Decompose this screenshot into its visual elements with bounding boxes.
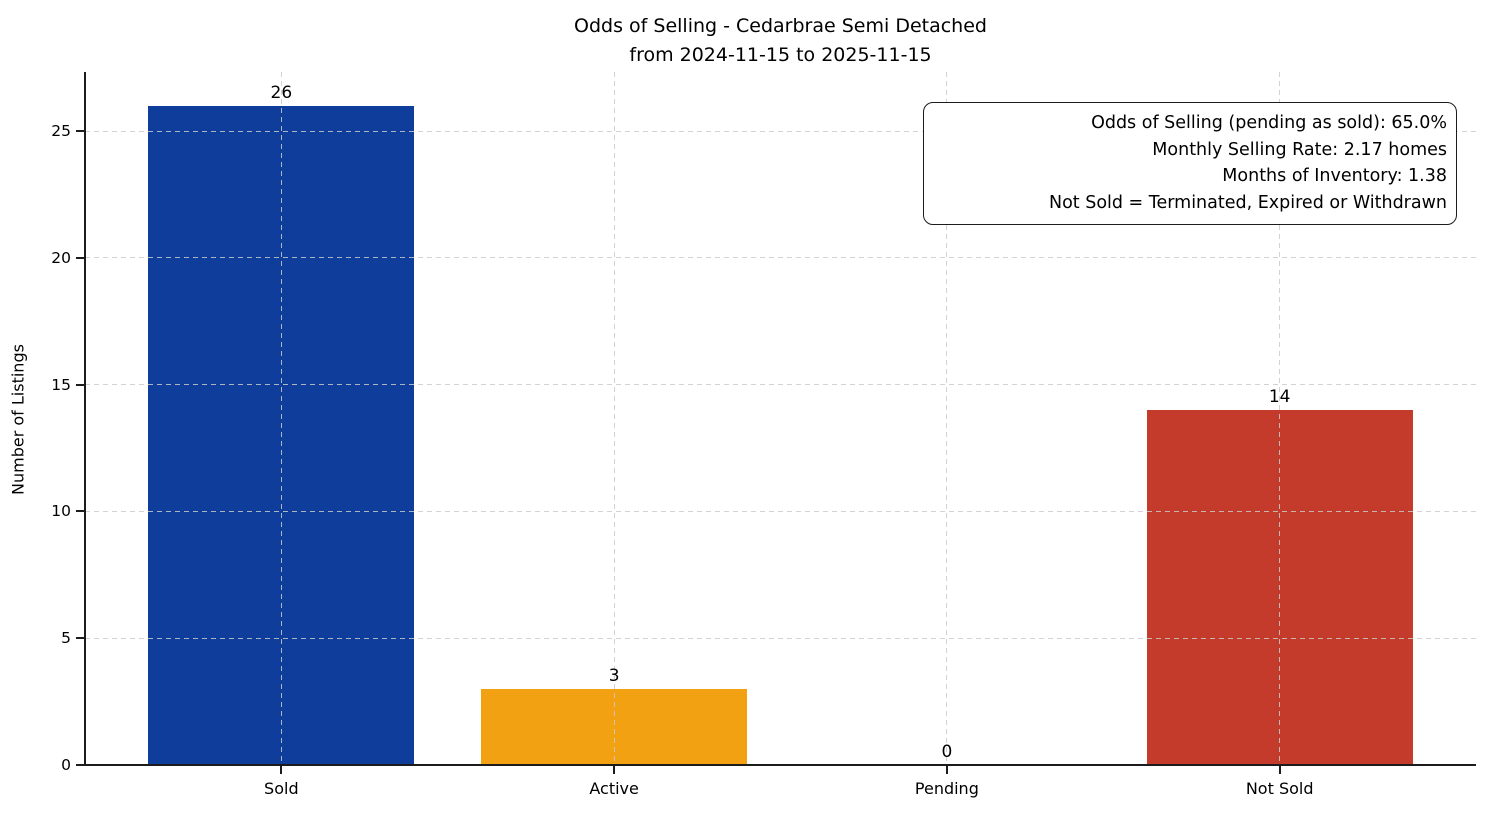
gridline-horizontal-10: [85, 510, 1476, 512]
x-tick-label-pending: Pending: [914, 779, 979, 798]
annotation-months-of-inventory: Months of Inventory: 1.38: [1222, 166, 1447, 186]
gridline-horizontal-25: [85, 130, 1476, 132]
gridline-vertical-not-sold: [1279, 72, 1281, 765]
y-axis-label: Number of Listings: [8, 344, 28, 495]
stats-annotation-box: Odds of Selling (pending as sold): 65.0%…: [923, 102, 1457, 225]
x-tick-mark-sold: [280, 766, 283, 774]
chart-title: Odds of Selling - Cedarbrae Semi Detache…: [85, 12, 1476, 70]
y-tick-label-20: 20: [51, 248, 71, 267]
y-ticks-layer: 0 5 10 15 20 25: [51, 72, 1476, 774]
gridline-vertical-sold: [280, 72, 282, 765]
x-tick-label-not-sold: Not Sold: [1245, 779, 1314, 798]
x-axis-line: [84, 764, 1476, 766]
x-tick-mark-not-sold: [1278, 766, 1281, 774]
bar-value-label-active: 3: [608, 665, 620, 686]
y-tick-mark-5: [76, 637, 84, 640]
gridline-horizontal-15: [85, 384, 1476, 386]
y-tick-label-10: 10: [51, 502, 71, 521]
annotation-not-sold-definition: Not Sold = Terminated, Expired or Withdr…: [1048, 192, 1447, 213]
y-tick-label-0: 0: [61, 756, 71, 774]
x-tick-label-active: Active: [589, 779, 639, 798]
y-tick-mark-20: [76, 256, 84, 259]
chart-title-line1: Odds of Selling - Cedarbrae Semi Detache…: [574, 15, 987, 37]
x-ticks-layer: Sold Active Pending Not Sold: [85, 72, 1476, 798]
y-tick-mark-25: [76, 130, 84, 133]
plot-area: 26 3 0 14 0 5 10 15 20 25 Sold Active Pending Not S…: [51, 72, 1476, 798]
gridline-vertical-pending: [946, 72, 948, 765]
y-tick-mark-0: [76, 764, 84, 766]
gridline-horizontal-20: [85, 257, 1476, 259]
x-tick-mark-active: [613, 766, 616, 774]
y-tick-mark-15: [76, 383, 84, 386]
grid-layer: [85, 72, 1476, 765]
bar-value-label-sold: 26: [270, 82, 293, 103]
y-tick-label-5: 5: [61, 629, 71, 648]
annotation-monthly-selling-rate: Monthly Selling Rate: 2.17 homes: [1152, 139, 1447, 160]
y-tick-label-25: 25: [51, 122, 71, 141]
bar-value-labels-layer: 26 3 0 14: [85, 72, 1476, 765]
x-tick-label-sold: Sold: [264, 779, 299, 798]
chart-title-line2: from 2024-11-15 to 2025-11-15: [629, 44, 932, 66]
gridline-vertical-active: [613, 72, 615, 765]
x-tick-mark-pending: [945, 766, 948, 774]
y-tick-mark-10: [76, 510, 84, 513]
y-axis-line: [84, 72, 86, 766]
bar-value-label-pending: 0: [941, 742, 953, 762]
annotation-odds-of-selling: Odds of Selling (pending as sold): 65.0%: [1091, 113, 1447, 133]
bar-value-label-not-sold: 14: [1268, 387, 1291, 408]
y-tick-label-15: 15: [51, 375, 71, 394]
gridline-horizontal-5: [85, 637, 1476, 639]
